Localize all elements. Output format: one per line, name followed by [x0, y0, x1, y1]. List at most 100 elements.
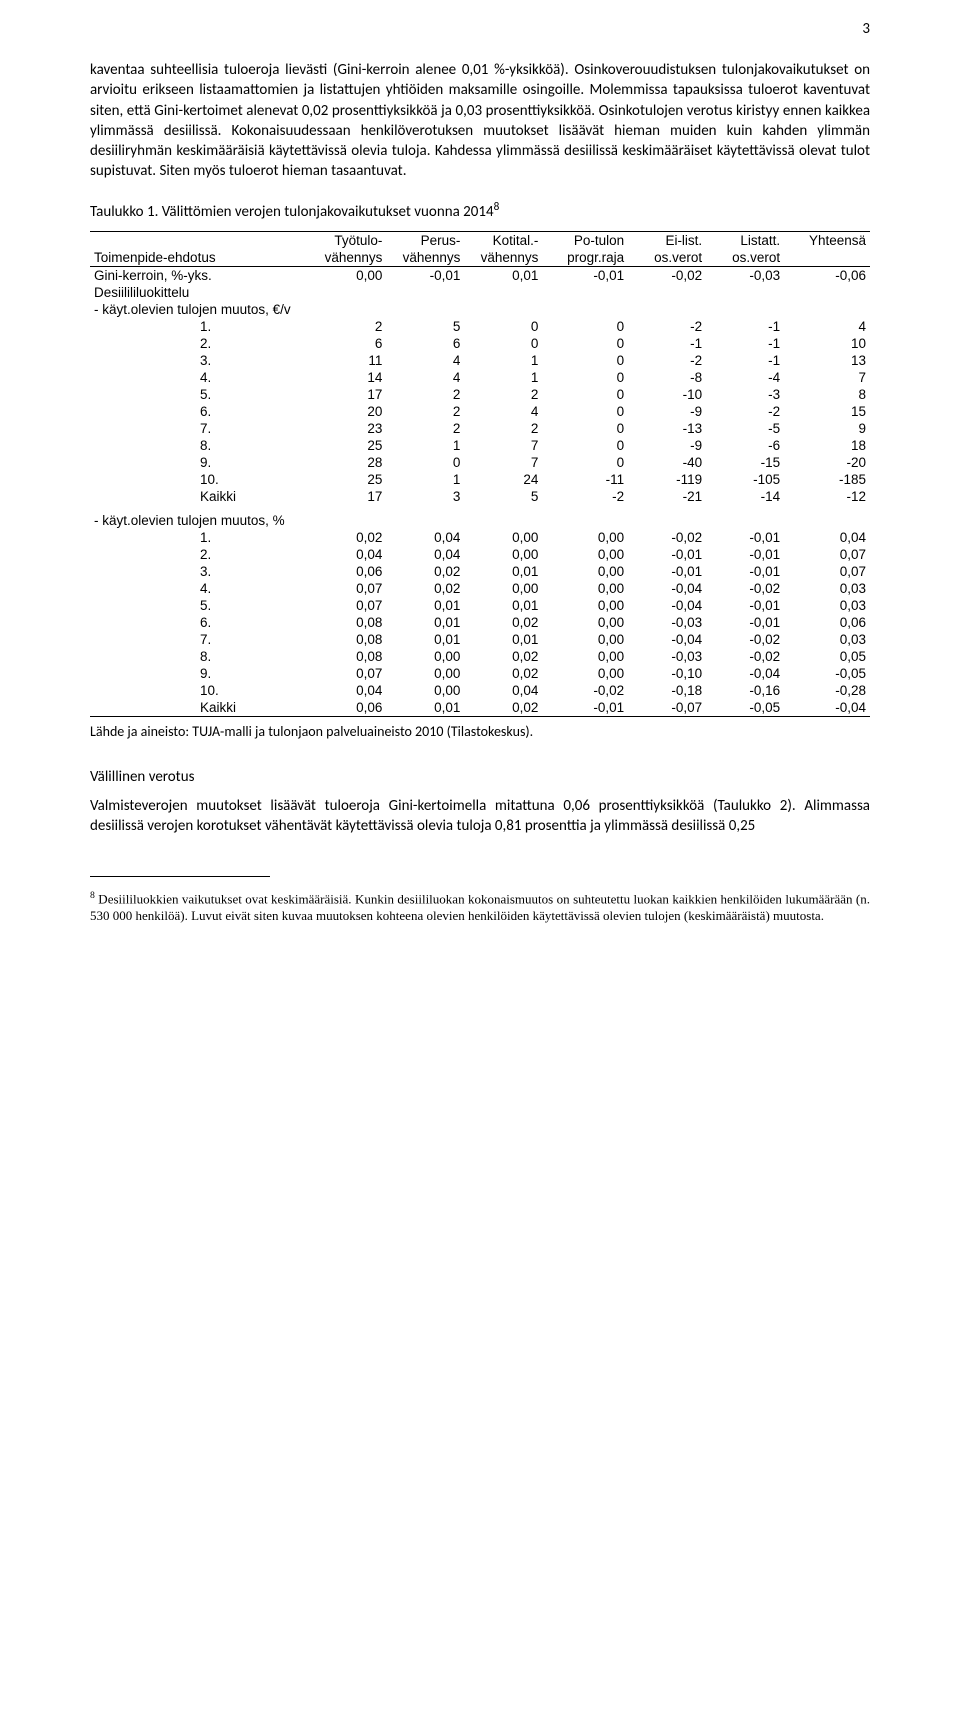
cell: -0,18	[628, 682, 706, 699]
cell: 0,06	[784, 614, 870, 631]
cell: 1	[386, 471, 464, 488]
cell: -0,01	[706, 614, 784, 631]
cell: -20	[784, 454, 870, 471]
row-label: 3.	[90, 563, 308, 580]
cell	[308, 301, 386, 318]
cell: -105	[706, 471, 784, 488]
cell: 0,05	[784, 648, 870, 665]
cell: 17	[308, 488, 386, 505]
cell: 0	[464, 335, 542, 352]
cell: 0,00	[542, 546, 628, 563]
cell: -2	[628, 318, 706, 335]
cell: 0,01	[386, 699, 464, 717]
cell	[784, 301, 870, 318]
cell: -0,10	[628, 665, 706, 682]
cell: Työtulo-	[308, 231, 386, 249]
cell: 0,00	[542, 580, 628, 597]
cell: -0,02	[706, 648, 784, 665]
cell: -40	[628, 454, 706, 471]
cell: 0,02	[464, 699, 542, 717]
cell: 1	[464, 369, 542, 386]
cell: 0,04	[308, 546, 386, 563]
row-label: 5.	[90, 597, 308, 614]
cell: 0,00	[308, 266, 386, 284]
cell: vähennys	[464, 249, 542, 267]
cell: 0,04	[464, 682, 542, 699]
row-label: 4.	[90, 369, 308, 386]
cell	[308, 284, 386, 301]
cell: Kotital.-	[464, 231, 542, 249]
cell: 0,01	[386, 614, 464, 631]
cell: -2	[542, 488, 628, 505]
cell	[308, 512, 386, 529]
paragraph-2: Valmisteverojen muutokset lisäävät tuloe…	[90, 796, 870, 837]
cell: 0,02	[464, 614, 542, 631]
cell	[784, 284, 870, 301]
cell: 2	[386, 403, 464, 420]
cell	[706, 284, 784, 301]
cell: 25	[308, 471, 386, 488]
cell: 0,03	[784, 631, 870, 648]
cell: 20	[308, 403, 386, 420]
cell: os.verot	[628, 249, 706, 267]
table-1-title: Taulukko 1. Välittömien verojen tulonjak…	[90, 200, 870, 221]
cell: 0,01	[464, 597, 542, 614]
table-1-title-text: Taulukko 1. Välittömien verojen tulonjak…	[90, 203, 494, 221]
cell: -0,01	[706, 529, 784, 546]
cell: 0,00	[542, 665, 628, 682]
cell: -13	[628, 420, 706, 437]
row-label: 7.	[90, 631, 308, 648]
cell: -10	[628, 386, 706, 403]
cell: Perus-	[386, 231, 464, 249]
cell: 0,07	[308, 597, 386, 614]
cell: 0,03	[784, 580, 870, 597]
cell: 0,06	[308, 699, 386, 717]
row-label	[90, 505, 308, 512]
cell: 2	[464, 420, 542, 437]
cell: 1	[464, 352, 542, 369]
cell: 0,08	[308, 648, 386, 665]
cell	[784, 249, 870, 267]
row-label: Kaikki	[90, 699, 308, 717]
cell: 0	[542, 318, 628, 335]
cell: -9	[628, 437, 706, 454]
cell: -1	[706, 335, 784, 352]
cell: Listatt.	[706, 231, 784, 249]
row-label: 5.	[90, 386, 308, 403]
cell: 0	[542, 403, 628, 420]
cell	[386, 505, 464, 512]
cell: 5	[386, 318, 464, 335]
cell: 5	[464, 488, 542, 505]
cell: -0,02	[706, 580, 784, 597]
row-label: 10.	[90, 682, 308, 699]
cell	[464, 301, 542, 318]
row-label	[90, 231, 308, 249]
row-label: Kaikki	[90, 488, 308, 505]
cell: -0,05	[706, 699, 784, 717]
cell: -5	[706, 420, 784, 437]
cell: -0,04	[706, 665, 784, 682]
cell: 0,02	[464, 648, 542, 665]
cell: 4	[464, 403, 542, 420]
cell: 0,00	[542, 631, 628, 648]
cell: Yhteensä	[784, 231, 870, 249]
cell: 13	[784, 352, 870, 369]
cell: vähennys	[386, 249, 464, 267]
cell: 0,00	[542, 597, 628, 614]
cell	[542, 301, 628, 318]
cell: -0,02	[706, 631, 784, 648]
cell	[628, 512, 706, 529]
cell: 0,00	[542, 648, 628, 665]
cell	[464, 512, 542, 529]
cell: 2	[308, 318, 386, 335]
cell: 18	[784, 437, 870, 454]
cell	[628, 284, 706, 301]
cell: 0,00	[464, 580, 542, 597]
cell: 0,01	[464, 266, 542, 284]
cell: -0,16	[706, 682, 784, 699]
cell: 0,04	[386, 546, 464, 563]
row-label: 2.	[90, 335, 308, 352]
cell: Ei-list.	[628, 231, 706, 249]
cell	[628, 301, 706, 318]
cell: 4	[386, 352, 464, 369]
